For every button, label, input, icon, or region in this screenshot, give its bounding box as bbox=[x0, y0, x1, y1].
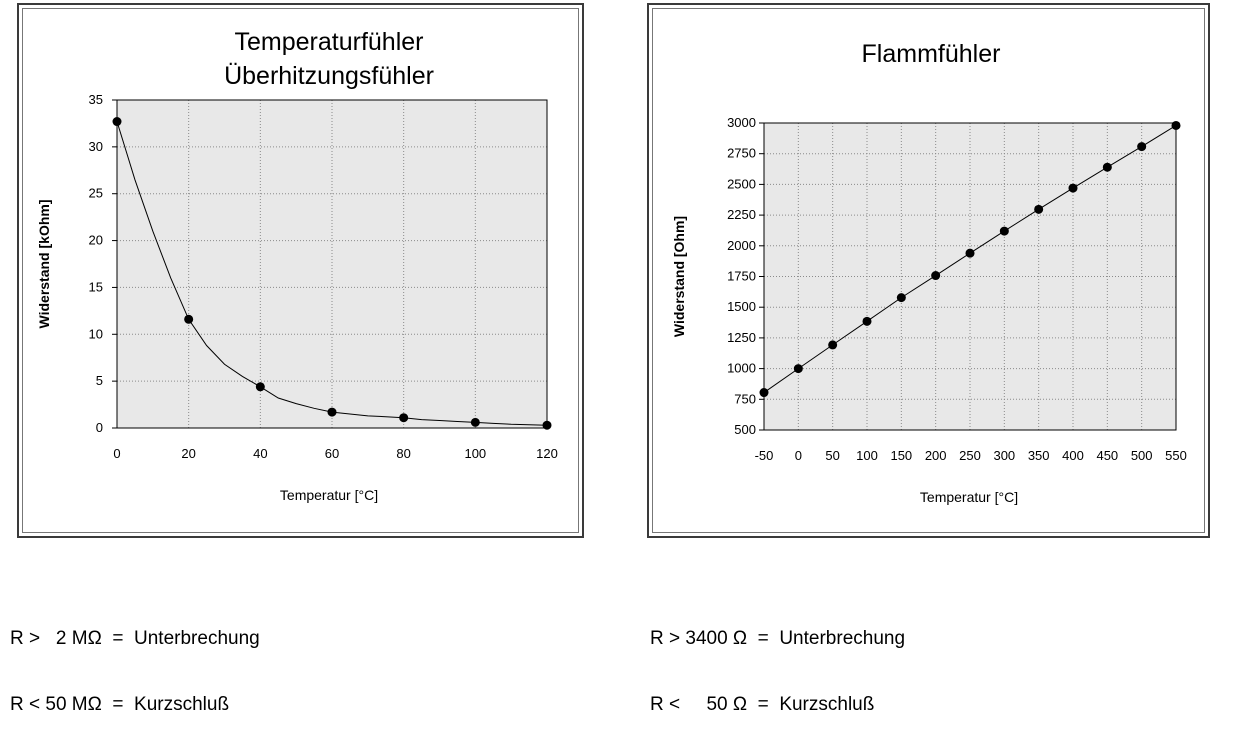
data-point bbox=[793, 364, 803, 374]
data-point bbox=[896, 293, 906, 303]
chart-temperature: Temperaturfühler Überhitzungsfühler 0 20 40 6… bbox=[36, 28, 558, 503]
data-point bbox=[1068, 183, 1078, 193]
data-point bbox=[327, 407, 337, 417]
x-tick-label: 300 bbox=[993, 448, 1015, 463]
y-tick-label: 1000 bbox=[727, 361, 756, 376]
x-tick-label: -50 bbox=[755, 448, 774, 463]
x-tick-label: 0 bbox=[795, 448, 802, 463]
note-open-circuit: R > 3400 Ω = Unterbrechung bbox=[650, 628, 906, 649]
data-point bbox=[999, 226, 1009, 236]
data-point bbox=[759, 388, 769, 398]
chart-title: Überhitzungsfühler bbox=[224, 62, 434, 90]
x-tick-label: 400 bbox=[1062, 448, 1084, 463]
x-axis-label: Temperatur [°C] bbox=[920, 489, 1018, 505]
plot-area bbox=[117, 100, 547, 428]
data-point bbox=[965, 248, 975, 258]
data-point bbox=[828, 340, 838, 350]
y-tick-label: 2000 bbox=[727, 238, 756, 253]
x-tick-label: 350 bbox=[1028, 448, 1050, 463]
x-tick-label: 20 bbox=[181, 446, 195, 461]
chart-title: Flammfühler bbox=[862, 40, 1001, 68]
y-tick-label: 0 bbox=[96, 420, 103, 435]
y-tick-label: 1750 bbox=[727, 269, 756, 284]
data-point bbox=[931, 271, 941, 281]
y-tick-label: 3000 bbox=[727, 115, 756, 130]
y-tick-label: 500 bbox=[734, 422, 756, 437]
data-point bbox=[1137, 142, 1147, 152]
y-tick-label: 25 bbox=[89, 186, 103, 201]
chart-frame-temperature: Temperaturfühler Überhitzungsfühler 0 20 40 6… bbox=[17, 3, 584, 538]
x-tick-label: 500 bbox=[1131, 448, 1153, 463]
chart-frame-flame: Flammfühler -50 0 50 100 150 200 250 300 350 400 45… bbox=[647, 3, 1210, 538]
note-short-circuit: R < 50 MΩ = Kurzschluß bbox=[10, 694, 230, 715]
y-tick-label: 1500 bbox=[727, 299, 756, 314]
data-point bbox=[1034, 204, 1044, 214]
chart-inner-border bbox=[22, 8, 579, 533]
y-tick-label: 2750 bbox=[727, 146, 756, 161]
chart-inner-border bbox=[652, 8, 1205, 533]
data-point bbox=[1102, 162, 1112, 172]
y-tick-label: 20 bbox=[89, 233, 103, 248]
x-tick-label: 550 bbox=[1165, 448, 1187, 463]
data-point bbox=[470, 417, 480, 427]
chart-flame: Flammfühler -50 0 50 100 150 200 250 300 350 400 45… bbox=[671, 40, 1187, 505]
x-tick-label: 120 bbox=[536, 446, 558, 461]
x-tick-label: 100 bbox=[856, 448, 878, 463]
y-tick-label: 5 bbox=[96, 373, 103, 388]
y-tick-label: 15 bbox=[89, 279, 103, 294]
x-tick-label: 100 bbox=[464, 446, 486, 461]
y-axis-label: Widerstand [Ohm] bbox=[671, 216, 687, 337]
x-tick-label: 50 bbox=[825, 448, 839, 463]
y-tick-label: 2500 bbox=[727, 176, 756, 191]
x-tick-label: 200 bbox=[925, 448, 947, 463]
data-point bbox=[1171, 120, 1181, 130]
y-tick-label: 1250 bbox=[727, 330, 756, 345]
x-tick-label: 40 bbox=[253, 446, 267, 461]
y-tick-label: 750 bbox=[734, 391, 756, 406]
y-tick-label: 30 bbox=[89, 139, 103, 154]
y-tick-label: 35 bbox=[89, 92, 103, 107]
data-point bbox=[112, 117, 122, 127]
x-tick-label: 80 bbox=[396, 446, 410, 461]
y-axis-label: Widerstand [kOhm] bbox=[36, 200, 52, 329]
data-point bbox=[862, 316, 872, 326]
data-point bbox=[255, 382, 265, 392]
chart-title: Temperaturfühler bbox=[235, 28, 424, 56]
note-open-circuit: R > 2 MΩ = Unterbrechung bbox=[10, 628, 260, 649]
x-tick-label: 150 bbox=[890, 448, 912, 463]
x-tick-label: 250 bbox=[959, 448, 981, 463]
x-tick-label: 60 bbox=[325, 446, 339, 461]
data-point bbox=[399, 413, 409, 423]
plot-border bbox=[116, 99, 548, 429]
x-tick-label: 0 bbox=[113, 446, 120, 461]
x-tick-label: 450 bbox=[1096, 448, 1118, 463]
note-short-circuit: R < 50 Ω = Kurzschluß bbox=[650, 694, 875, 715]
data-point bbox=[184, 314, 194, 324]
notes-temperature: R > 2 MΩ = Unterbrechung R < 50 MΩ = Kur… bbox=[10, 584, 260, 738]
y-tick-label: 10 bbox=[89, 326, 103, 341]
plot-border bbox=[763, 122, 1177, 431]
notes-flame: R > 3400 Ω = Unterbrechung R < 50 Ω = Ku… bbox=[650, 584, 905, 738]
data-point bbox=[542, 420, 552, 430]
y-tick-label: 2250 bbox=[727, 207, 756, 222]
x-axis-label: Temperatur [°C] bbox=[280, 487, 378, 503]
